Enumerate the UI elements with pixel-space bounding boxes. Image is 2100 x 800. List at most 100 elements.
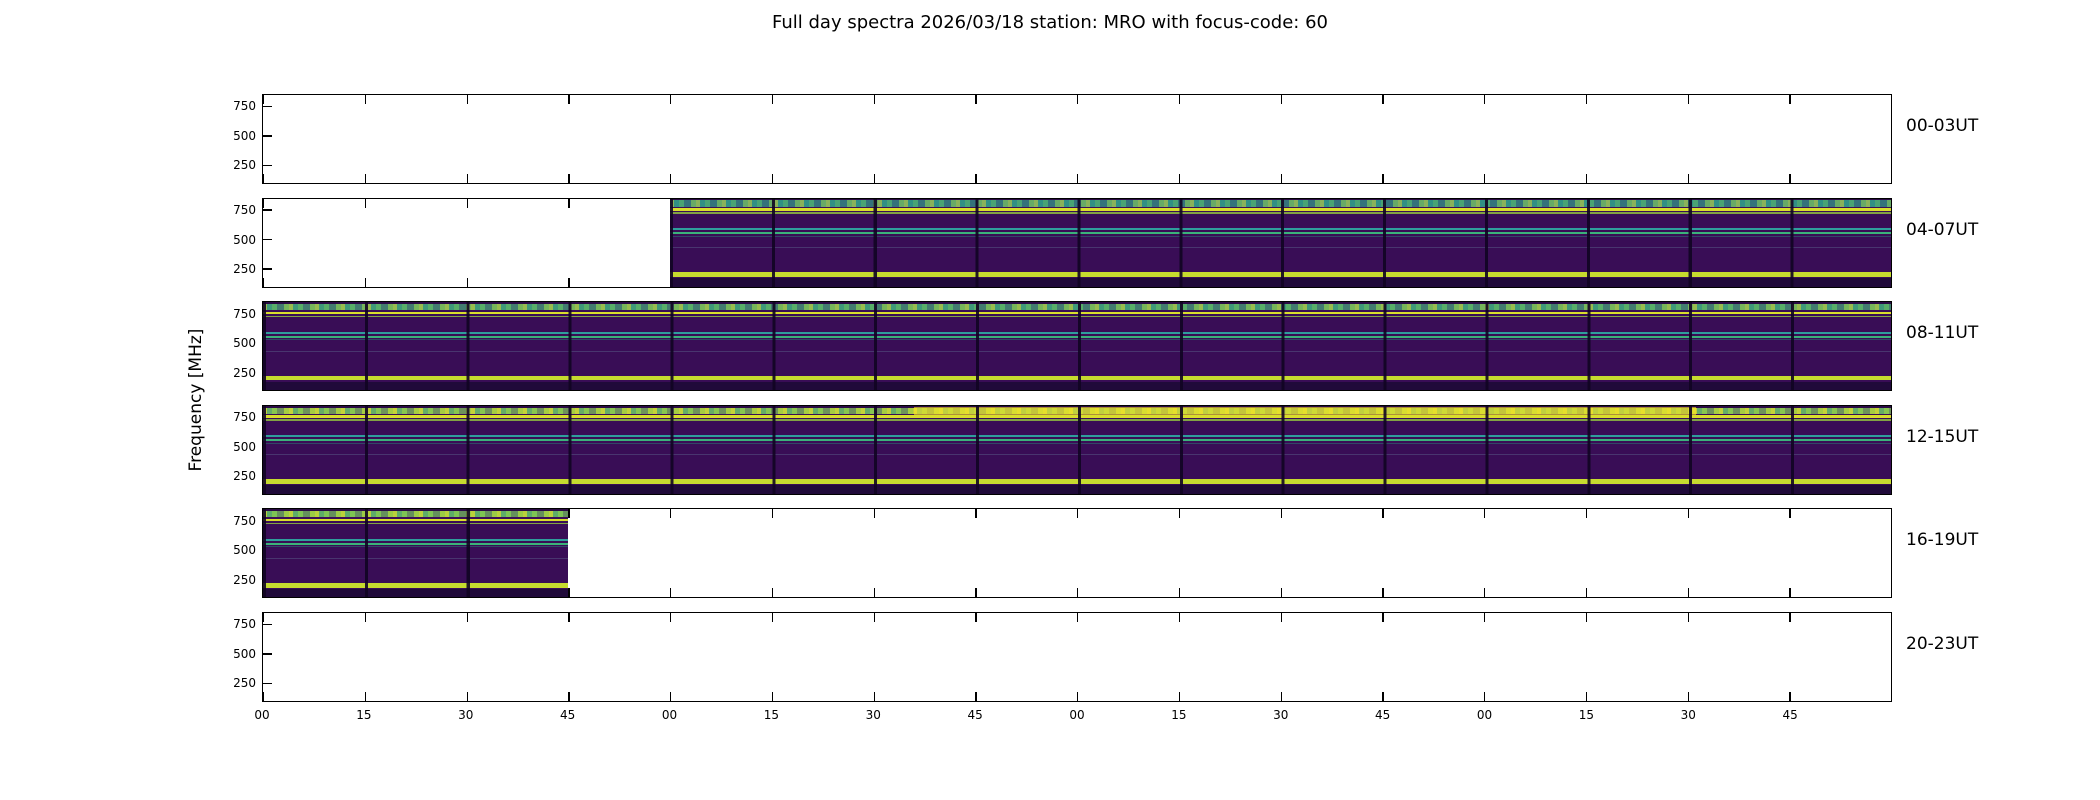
- x-tick-mark: [1687, 588, 1689, 598]
- y-axis-label: Frequency [MHz]: [186, 328, 206, 472]
- x-tick-mark: [568, 509, 570, 519]
- y-tick-label: 750: [233, 617, 256, 632]
- x-tick-mark: [1789, 174, 1791, 183]
- x-tick-mark: [1382, 588, 1384, 598]
- x-tick-label: 00: [254, 708, 270, 722]
- spectrogram-panel: 750 500 250: [233, 404, 1892, 495]
- x-tick-mark: [1077, 509, 1079, 519]
- x-tick-mark: [1585, 174, 1588, 183]
- x-tick-mark: [568, 277, 570, 287]
- y-tick-label: 500: [233, 439, 256, 454]
- panel-plot-area: [263, 509, 1891, 598]
- y-tick-mark: [263, 268, 272, 270]
- y-tick-label: 250: [233, 469, 256, 484]
- spectrogram-data: [670, 198, 1891, 287]
- spectrogram-panel: 750 500 250: [233, 301, 1892, 392]
- x-tick-mark: [670, 95, 672, 104]
- x-tick-mark: [1585, 692, 1588, 701]
- x-tick-mark: [1585, 613, 1588, 622]
- y-tick-label: 750: [233, 99, 256, 114]
- x-tick-mark: [1789, 692, 1791, 701]
- x-tick-mark: [568, 588, 570, 598]
- x-tick-label: 30: [1273, 708, 1289, 722]
- block-separators: [263, 405, 1891, 494]
- x-tick-mark: [1280, 613, 1282, 622]
- y-tick-mark: [263, 164, 272, 167]
- x-tick-mark: [364, 277, 367, 287]
- x-tick-mark: [466, 198, 468, 208]
- x-tick-mark: [364, 692, 367, 701]
- x-axis-tick-labels: 00 15 30 45 00 15 30 45 00 15 30 45 00 15 30 45: [254, 708, 1892, 726]
- x-tick-mark: [771, 174, 774, 183]
- x-tick-mark: [670, 692, 672, 701]
- y-tick-label: 250: [233, 261, 256, 276]
- x-tick-mark: [1280, 588, 1282, 598]
- x-tick-mark: [263, 277, 265, 287]
- x-tick-mark: [1585, 509, 1588, 519]
- x-tick-mark: [466, 692, 468, 701]
- x-tick-mark: [364, 613, 367, 622]
- x-tick-mark: [975, 174, 977, 183]
- x-tick-mark: [975, 588, 977, 598]
- x-tick-mark: [670, 588, 672, 598]
- x-tick-mark: [771, 692, 774, 701]
- x-tick-mark: [1687, 95, 1689, 104]
- x-tick-label: 30: [1680, 708, 1696, 722]
- x-tick-mark: [1178, 692, 1181, 701]
- x-tick-label: 45: [967, 708, 983, 722]
- y-tick-label: 500: [233, 128, 256, 143]
- x-tick-mark: [975, 509, 977, 519]
- x-tick-mark: [975, 692, 977, 701]
- spectrogram-panel: 750 500 250: [233, 94, 1892, 184]
- panel-plot-area: [263, 405, 1891, 494]
- x-tick-label: 30: [458, 708, 474, 722]
- x-tick-label: 15: [1578, 708, 1595, 722]
- x-tick-mark: [1280, 509, 1282, 519]
- spectrogram-panel: 750 500 250: [233, 508, 1892, 599]
- x-tick-mark: [1789, 509, 1791, 519]
- y-tick-mark: [263, 209, 272, 211]
- y-tick-label: 250: [233, 365, 256, 380]
- y-tick-label: 500: [233, 232, 256, 247]
- x-tick-mark: [1484, 613, 1486, 622]
- x-tick-mark: [1687, 613, 1689, 622]
- y-tick-label: 750: [233, 410, 256, 425]
- x-tick-label: 30: [865, 708, 881, 722]
- x-tick-mark: [263, 613, 265, 622]
- x-tick-label: 00: [1069, 708, 1085, 722]
- x-tick-mark: [1382, 692, 1384, 701]
- x-tick-mark: [1382, 509, 1384, 519]
- x-tick-label: 00: [1476, 708, 1493, 722]
- x-tick-mark: [1484, 174, 1486, 183]
- y-tick-mark: [263, 682, 272, 685]
- x-tick-mark: [1789, 95, 1791, 104]
- x-tick-mark: [1178, 95, 1181, 104]
- x-tick-mark: [975, 95, 977, 104]
- x-tick-mark: [1484, 692, 1486, 701]
- row-time-label: 00-03UT: [1906, 116, 1979, 136]
- y-tick-label: 500: [233, 336, 256, 351]
- x-tick-mark: [1382, 613, 1384, 622]
- row-time-label: 16-19UT: [1906, 530, 1979, 551]
- spectrogram-panel: 750 500 250: [233, 197, 1892, 288]
- x-tick-mark: [466, 95, 468, 104]
- x-tick-mark: [466, 277, 468, 287]
- spectrogram-data: [263, 302, 1891, 391]
- x-tick-mark: [873, 692, 875, 701]
- y-tick-mark: [263, 238, 272, 241]
- row-time-label: 12-15UT: [1906, 426, 1979, 447]
- y-tick-label: 500: [233, 543, 256, 558]
- x-tick-mark: [1382, 174, 1384, 183]
- y-tick-label: 750: [233, 513, 256, 528]
- panel-plot-area: [263, 95, 1891, 183]
- x-tick-mark: [263, 174, 265, 183]
- x-tick-mark: [873, 509, 875, 519]
- row-time-label: 20-23UT: [1906, 634, 1979, 654]
- x-tick-mark: [670, 613, 672, 622]
- y-tick-mark: [263, 623, 272, 626]
- block-separators: [263, 302, 1891, 391]
- x-tick-mark: [364, 174, 367, 183]
- x-tick-mark: [771, 509, 774, 519]
- spectrogram-data: [263, 405, 1891, 494]
